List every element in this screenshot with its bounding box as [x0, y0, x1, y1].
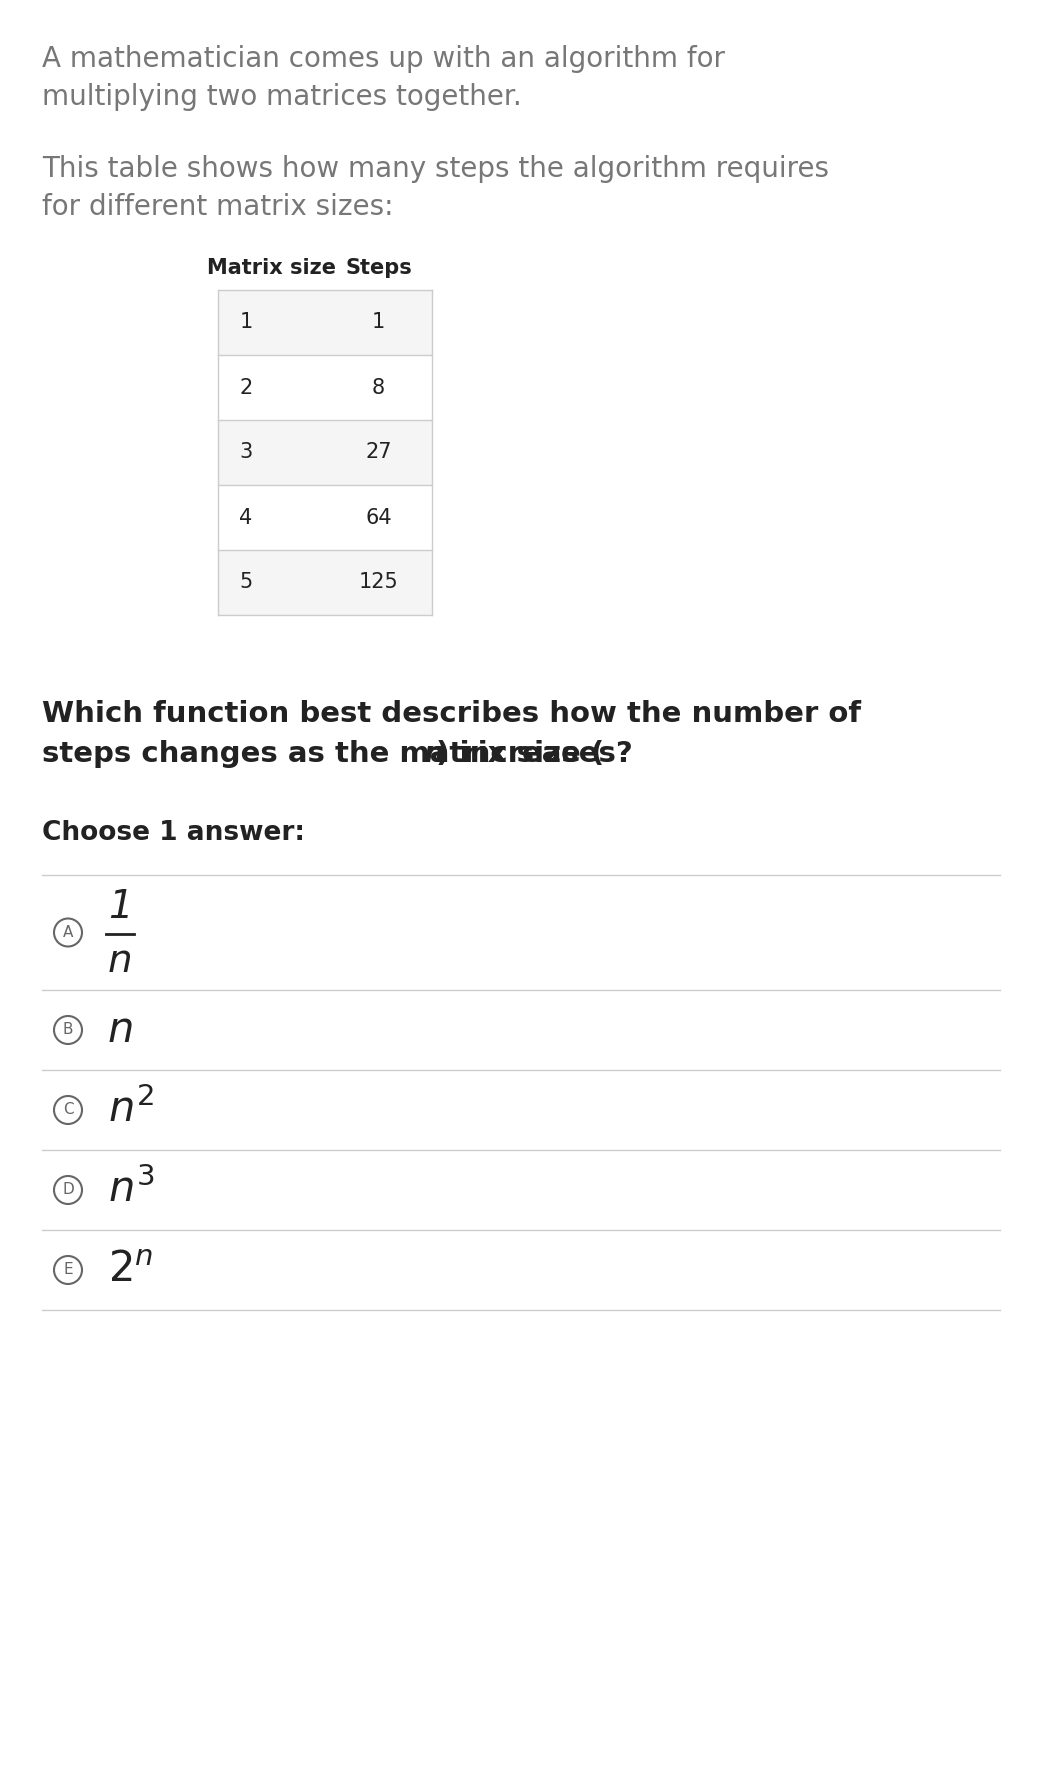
Text: $n^2$: $n^2$	[108, 1089, 154, 1131]
Text: A: A	[62, 925, 73, 940]
Bar	[218, 289, 432, 355]
Text: 8: 8	[372, 378, 385, 398]
Text: 2: 2	[239, 378, 253, 398]
Text: Matrix size: Matrix size	[207, 258, 336, 279]
Text: B: B	[62, 1023, 73, 1037]
Text: $2^n$: $2^n$	[108, 1249, 153, 1291]
Text: steps changes as the matrix size (: steps changes as the matrix size (	[42, 741, 604, 767]
Text: $n^3$: $n^3$	[108, 1169, 155, 1211]
Text: 64: 64	[365, 508, 391, 527]
Text: Steps: Steps	[346, 258, 412, 279]
Bar	[218, 485, 432, 551]
Text: This table shows how many steps the algorithm requires: This table shows how many steps the algo…	[42, 155, 829, 183]
Text: Which function best describes how the number of: Which function best describes how the nu…	[42, 700, 861, 728]
Text: 5: 5	[239, 572, 253, 593]
Text: for different matrix sizes:: for different matrix sizes:	[42, 194, 393, 220]
Bar	[218, 355, 432, 419]
Text: C: C	[62, 1103, 73, 1117]
Text: ) increases?: ) increases?	[436, 741, 633, 767]
Text: D: D	[62, 1183, 74, 1197]
Text: 1: 1	[372, 313, 385, 332]
Text: n: n	[108, 1009, 134, 1051]
Bar	[218, 419, 432, 485]
Text: 125: 125	[359, 572, 399, 593]
Text: Choose 1 answer:: Choose 1 answer:	[42, 821, 305, 845]
Text: n: n	[107, 943, 132, 980]
Text: E: E	[64, 1263, 73, 1277]
Bar	[218, 551, 432, 614]
Text: n: n	[423, 741, 443, 767]
Text: 1: 1	[107, 888, 132, 927]
Text: A mathematician comes up with an algorithm for: A mathematician comes up with an algorit…	[42, 44, 725, 73]
Text: multiplying two matrices together.: multiplying two matrices together.	[42, 83, 522, 110]
Text: 3: 3	[239, 442, 253, 462]
Text: 1: 1	[239, 313, 253, 332]
Text: 4: 4	[239, 508, 253, 527]
Text: 27: 27	[365, 442, 391, 462]
